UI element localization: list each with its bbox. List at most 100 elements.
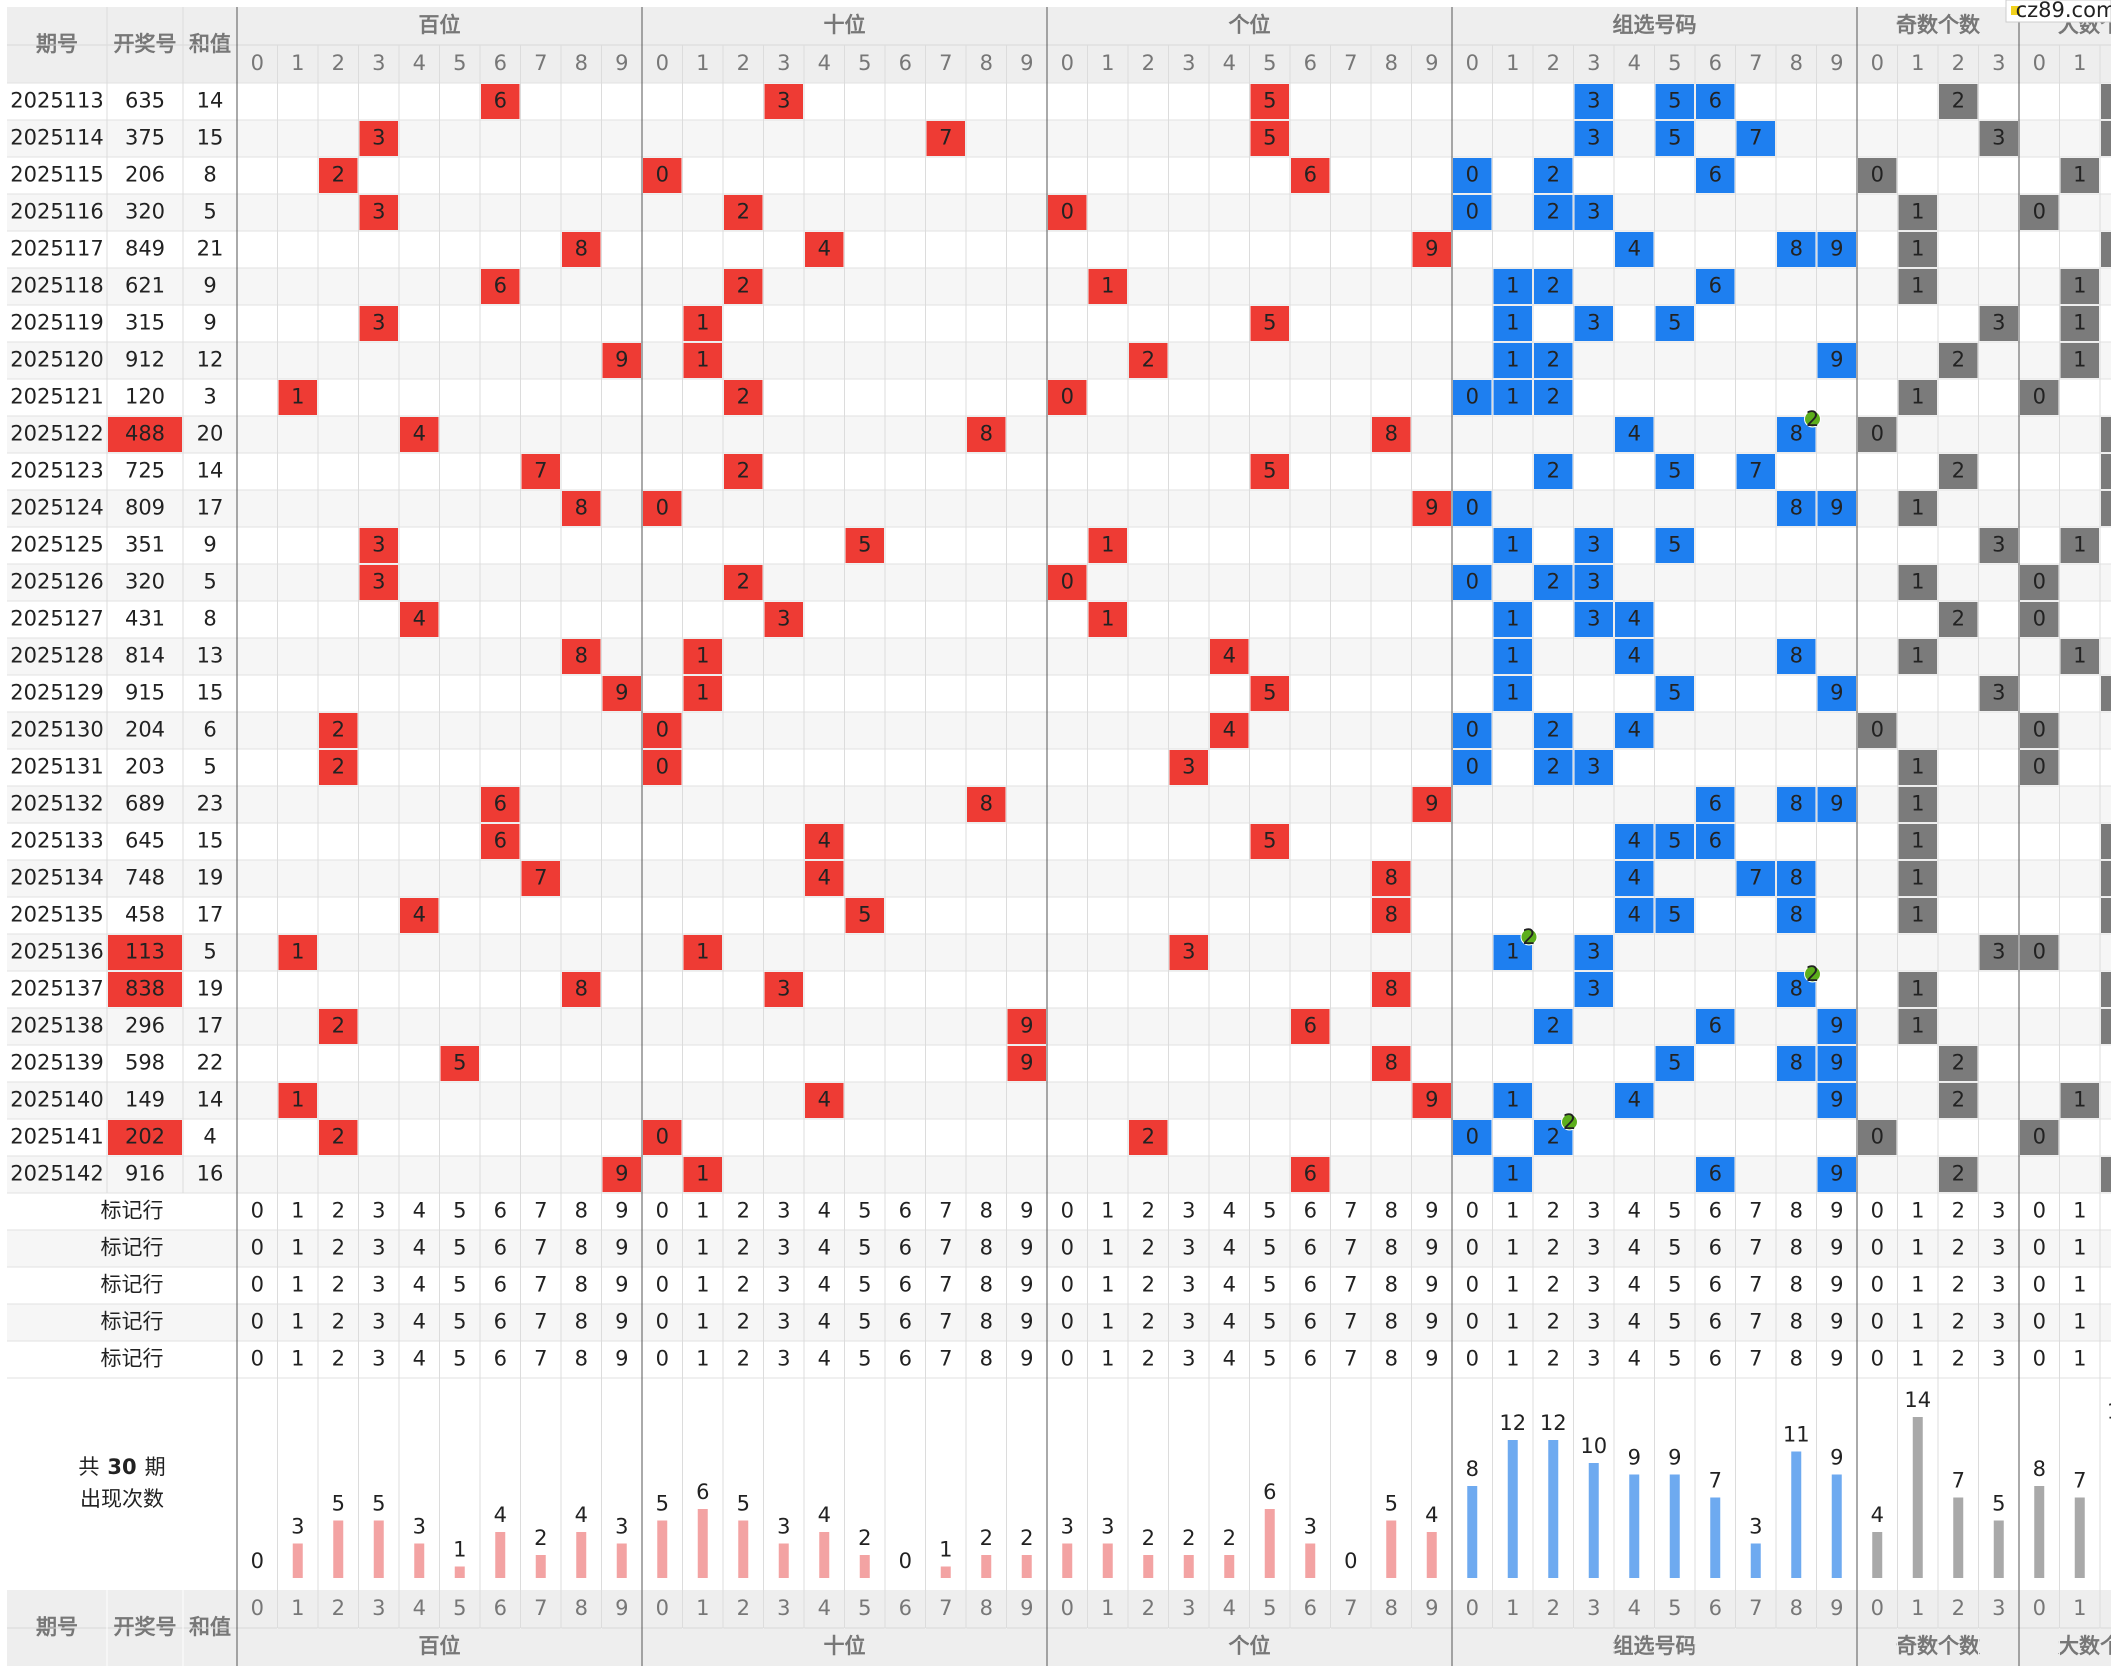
- hit-cell: [1534, 750, 1573, 785]
- marker-digit: 0: [2033, 1310, 2046, 1334]
- digit-header: 3: [1587, 51, 1600, 75]
- marker-digit: 1: [291, 1273, 304, 1297]
- digit-header: 2: [737, 1596, 750, 1620]
- marker-digit: 5: [858, 1236, 871, 1260]
- count-label: 1: [939, 1538, 952, 1562]
- hit-cell: [1655, 84, 1694, 119]
- row-bg: [7, 823, 2111, 860]
- repeat-badge-text: 2: [1563, 1110, 1576, 1134]
- hit-digit: 3: [372, 311, 385, 335]
- marker-digit: 3: [1992, 1347, 2005, 1371]
- hit-cell: [1453, 491, 1492, 526]
- hit-cell: [1534, 454, 1573, 489]
- row-bg: [7, 601, 2111, 638]
- hit-digit: 1: [2073, 311, 2086, 335]
- marker-digit: 0: [2033, 1347, 2046, 1371]
- hit-cell: [2101, 121, 2111, 156]
- row-bg: [7, 638, 2111, 675]
- hit-cell: [805, 1083, 844, 1118]
- marker-digit: 3: [1182, 1310, 1195, 1334]
- hit-cell: [2101, 824, 2111, 859]
- hit-digit: 9: [615, 681, 628, 705]
- period: 2025132: [10, 792, 104, 816]
- marker-digit: 4: [1223, 1199, 1236, 1223]
- hit-cell: [1453, 380, 1492, 415]
- hit-cell: [2101, 1157, 2111, 1192]
- group-title: 十位: [824, 13, 866, 37]
- count-label: 9: [1628, 1446, 1641, 1470]
- hit-digit: 9: [1425, 237, 1438, 261]
- count-label: 12: [1499, 1411, 1526, 1435]
- marker-label: 标记行: [101, 1236, 164, 1260]
- hit-cell: [1088, 269, 1127, 304]
- marker-digit: 0: [1466, 1236, 1479, 1260]
- marker-digit: 2: [332, 1236, 345, 1260]
- digit-header: 7: [1749, 51, 1762, 75]
- count-label: 3: [1061, 1515, 1074, 1539]
- hit-digit: 0: [656, 718, 669, 742]
- hit-cell: [1777, 1046, 1816, 1081]
- hit-digit: 3: [1992, 126, 2005, 150]
- hit-cell: [1453, 565, 1492, 600]
- marker-digit: 0: [656, 1236, 669, 1260]
- hit-digit: 8: [575, 977, 588, 1001]
- hit-digit: 2: [1952, 1051, 1965, 1075]
- marker-digit: 3: [1992, 1310, 2005, 1334]
- marker-digit: 1: [1506, 1236, 1519, 1260]
- row-bg: [7, 527, 2111, 564]
- hit-digit: 8: [1790, 644, 1803, 668]
- marker-digit: 2: [737, 1199, 750, 1223]
- hit-cell: [400, 417, 439, 452]
- count-label: 4: [1425, 1503, 1438, 1527]
- hit-cell: [1939, 84, 1978, 119]
- hit-digit: 3: [1587, 126, 1600, 150]
- hit-digit: 8: [1385, 903, 1398, 927]
- count-bar: [1143, 1555, 1154, 1578]
- count-label: 3: [615, 1515, 628, 1539]
- marker-digit: 2: [1547, 1273, 1560, 1297]
- hit-cell: [521, 454, 560, 489]
- row-bg: [7, 268, 2111, 305]
- hit-digit: 0: [2033, 718, 2046, 742]
- digit-header: 1: [2073, 51, 2086, 75]
- hit-digit: 4: [1628, 903, 1641, 927]
- row-bg: [7, 120, 2111, 157]
- digit-header: 5: [453, 1596, 466, 1620]
- hit-digit: 3: [1587, 607, 1600, 631]
- marker-digit: 1: [2073, 1347, 2086, 1371]
- sum-value: 15: [197, 126, 224, 150]
- hit-digit: 5: [453, 1051, 466, 1075]
- digit-header: 4: [818, 1596, 831, 1620]
- marker-digit: 0: [1871, 1273, 1884, 1297]
- hit-cell: [1777, 898, 1816, 933]
- digit-header: 3: [1992, 1596, 2005, 1620]
- hit-digit: 1: [2073, 274, 2086, 298]
- hit-digit: 9: [615, 1162, 628, 1186]
- marker-digit: 5: [1668, 1236, 1681, 1260]
- hit-digit: 1: [1911, 274, 1924, 298]
- marker-digit: 3: [1992, 1273, 2005, 1297]
- hit-cell: [1250, 306, 1289, 341]
- hit-digit: 2: [1952, 348, 1965, 372]
- hit-cell: [2101, 972, 2111, 1007]
- stats-title-part: 期: [145, 1455, 166, 1479]
- hit-cell: [1493, 343, 1532, 378]
- hit-cell: [1898, 861, 1937, 896]
- hit-cell: [1817, 1083, 1856, 1118]
- row-bg: [7, 1230, 2111, 1267]
- hit-digit: 0: [2033, 755, 2046, 779]
- marker-digit: 2: [1547, 1310, 1560, 1334]
- marker-digit: 3: [1587, 1347, 1600, 1371]
- hit-digit: 1: [1506, 681, 1519, 705]
- hit-digit: 5: [1668, 681, 1681, 705]
- hit-digit: 4: [1223, 644, 1236, 668]
- hit-cell: [1817, 232, 1856, 267]
- hit-cell: [683, 676, 722, 711]
- marker-digit: 3: [1587, 1236, 1600, 1260]
- hit-digit: 2: [1547, 1014, 1560, 1038]
- hit-cell: [724, 565, 763, 600]
- marker-digit: 6: [899, 1199, 912, 1223]
- hit-cell: [1696, 1009, 1735, 1044]
- hit-digit: 5: [1263, 681, 1276, 705]
- hit-digit: 4: [413, 903, 426, 927]
